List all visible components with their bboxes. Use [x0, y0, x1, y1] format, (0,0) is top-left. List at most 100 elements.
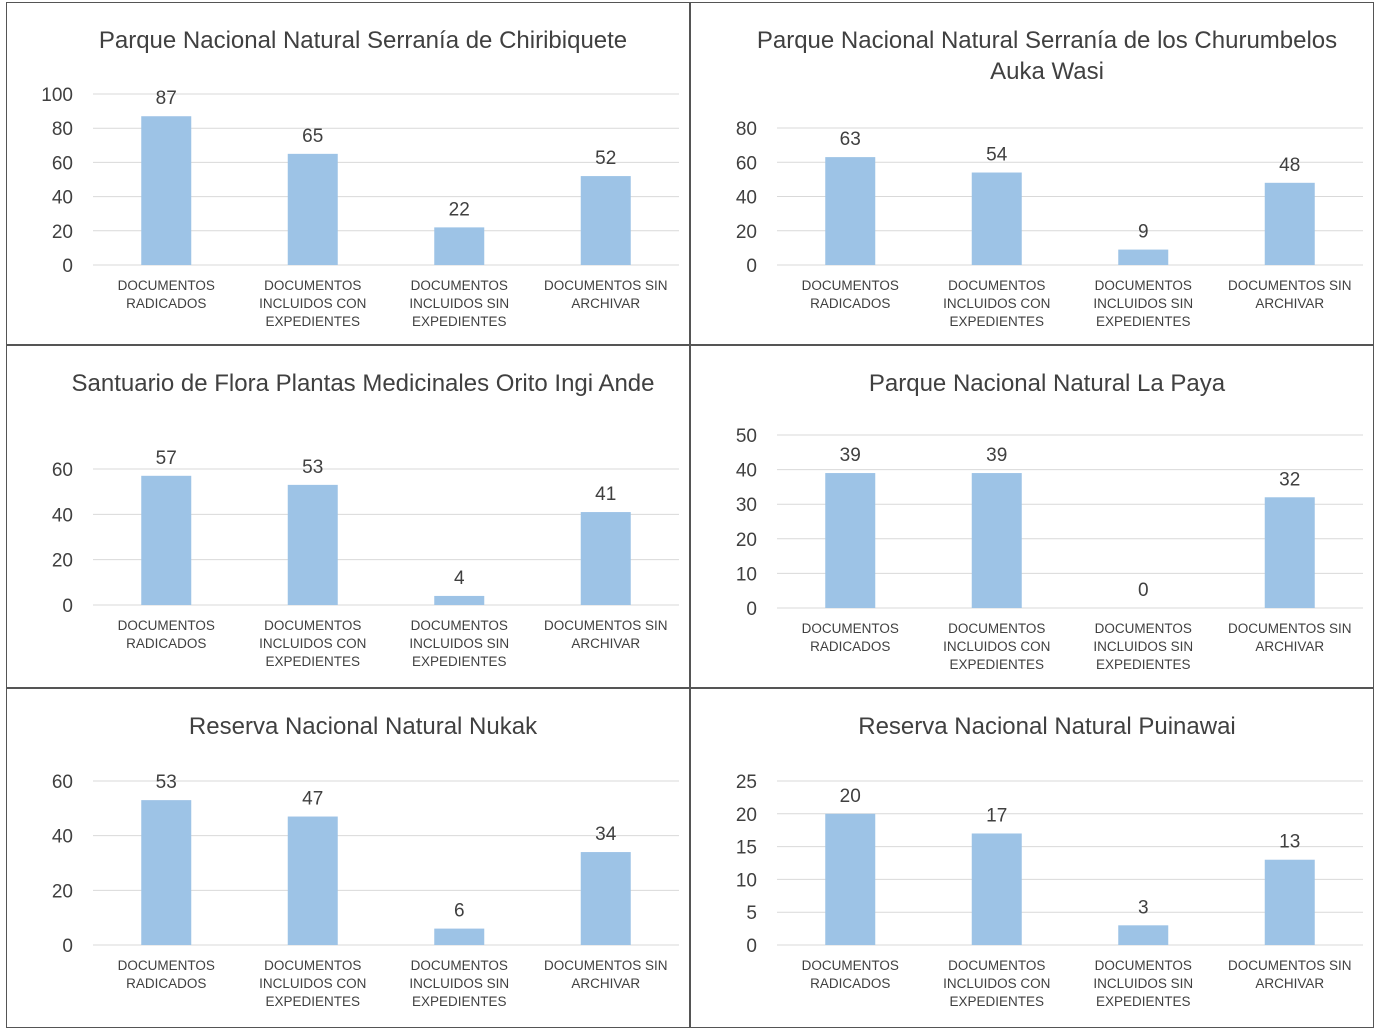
- x-tick-label: DOCUMENTOS RADICADOS: [801, 278, 899, 311]
- x-tick-label: DOCUMENTOS SIN ARCHIVAR: [543, 278, 668, 311]
- chart-panel: Reserva Nacional Natural Puinawai 0 5 10 15 2…: [690, 688, 1374, 1028]
- y-tick-label: 25: [736, 772, 757, 793]
- value-label: 53: [302, 457, 323, 478]
- value-label: 87: [156, 88, 177, 109]
- y-tick-label: 20: [736, 222, 757, 243]
- chart: 0 20 40 60 53 47 6 34: [52, 772, 679, 957]
- y-tick-label: 0: [746, 599, 757, 620]
- bar: [580, 512, 631, 605]
- x-tick-label: DOCUMENTOS SIN ARCHIVAR: [1227, 278, 1352, 311]
- x-tick-label: DOCUMENTOS SIN ARCHIVAR: [543, 618, 668, 651]
- x-tick-label: DOCUMENTOS SIN ARCHIVAR: [1227, 621, 1352, 654]
- y-tick-label: 0: [746, 256, 757, 277]
- y-tick-label: 10: [736, 564, 757, 585]
- x-tick-label: DOCUMENTOS INCLUIDOS SIN EXPEDIENTES: [1093, 278, 1194, 329]
- y-tick-label: 20: [736, 805, 757, 826]
- y-tick-label: 60: [52, 772, 73, 793]
- chart-panel: Parque Nacional Natural Serranía de los …: [690, 2, 1374, 345]
- bar: [1264, 859, 1315, 945]
- y-tick-label: 20: [52, 551, 73, 572]
- value-label: 6: [454, 901, 465, 922]
- value-label: 13: [1279, 832, 1300, 853]
- value-label: 32: [1279, 469, 1300, 490]
- chart-panel: Santuario de Flora Plantas Medicinales O…: [6, 345, 690, 688]
- chart-title: Santuario de Flora Plantas Medicinales O…: [71, 370, 655, 397]
- y-tick-label: 15: [736, 838, 757, 859]
- y-tick-label: 40: [52, 827, 73, 848]
- bar: [580, 852, 631, 945]
- chart-title: Parque Nacional Natural Serranía de los …: [756, 27, 1338, 85]
- value-label: 17: [986, 805, 1007, 826]
- value-label: 47: [302, 789, 323, 810]
- bar: [1264, 182, 1315, 265]
- bar: [141, 116, 192, 265]
- value-label: 53: [156, 772, 177, 793]
- bar: [971, 172, 1022, 265]
- value-label: 4: [454, 568, 465, 589]
- value-label: 22: [449, 199, 470, 220]
- chart: 0 5 10 15 20 25 20 17 3 13: [736, 772, 1363, 957]
- bar: [1264, 497, 1315, 608]
- y-tick-label: 40: [736, 461, 757, 482]
- x-tick-label: DOCUMENTOS INCLUIDOS CON EXPEDIENTES: [259, 278, 367, 329]
- bar: [434, 595, 485, 605]
- chart-title: Reserva Nacional Natural Nukak: [188, 713, 538, 740]
- x-tick-label: DOCUMENTOS RADICADOS: [117, 278, 215, 311]
- x-tick-label: DOCUMENTOS RADICADOS: [801, 958, 899, 991]
- value-label: 9: [1138, 222, 1149, 243]
- y-tick-label: 50: [736, 426, 757, 447]
- value-label: 52: [595, 148, 616, 169]
- bar: [287, 153, 338, 265]
- y-tick-label: 0: [62, 256, 73, 277]
- value-label: 3: [1138, 897, 1149, 918]
- chart-panel: Parque Nacional Natural La Paya 0 10 20 30 40…: [690, 345, 1374, 688]
- bar: [825, 157, 876, 265]
- y-tick-label: 20: [736, 530, 757, 551]
- y-tick-label: 100: [41, 85, 73, 106]
- value-label: 54: [986, 145, 1008, 166]
- x-tick-label: DOCUMENTOS RADICADOS: [117, 618, 215, 651]
- value-label: 39: [986, 445, 1007, 466]
- x-tick-label: DOCUMENTOS INCLUIDOS CON EXPEDIENTES: [943, 621, 1051, 672]
- bar: [141, 800, 192, 945]
- bar: [1118, 249, 1169, 265]
- bar: [287, 484, 338, 605]
- value-label: 0: [1138, 580, 1149, 601]
- bar: [971, 833, 1022, 945]
- value-label: 57: [156, 448, 177, 469]
- y-tick-label: 20: [52, 881, 73, 902]
- y-tick-label: 60: [52, 460, 73, 481]
- y-tick-label: 30: [736, 495, 757, 516]
- x-tick-label: DOCUMENTOS SIN ARCHIVAR: [543, 958, 668, 991]
- chart: 0 20 40 60 57 53 4 41: [52, 448, 679, 617]
- value-label: 48: [1279, 155, 1300, 176]
- bar: [434, 227, 485, 265]
- chart: 0 10 20 30 40 50 39 39 0 32: [736, 426, 1363, 620]
- x-tick-label: DOCUMENTOS INCLUIDOS SIN EXPEDIENTES: [409, 958, 510, 1009]
- y-tick-label: 0: [746, 936, 757, 957]
- value-label: 41: [595, 484, 616, 505]
- y-tick-label: 40: [736, 188, 757, 209]
- y-tick-label: 10: [736, 870, 757, 891]
- x-tick-label: DOCUMENTOS INCLUIDOS CON EXPEDIENTES: [259, 618, 367, 669]
- value-label: 65: [302, 126, 323, 147]
- y-tick-label: 0: [62, 596, 73, 617]
- bar: [141, 475, 192, 605]
- value-label: 34: [595, 824, 617, 845]
- x-tick-label: DOCUMENTOS SIN ARCHIVAR: [1227, 958, 1352, 991]
- y-tick-label: 80: [52, 119, 73, 140]
- x-tick-label: DOCUMENTOS INCLUIDOS SIN EXPEDIENTES: [1093, 621, 1194, 672]
- chart: 0 20 40 60 80 63 54 9 48: [736, 119, 1363, 277]
- x-tick-label: DOCUMENTOS INCLUIDOS CON EXPEDIENTES: [943, 278, 1051, 329]
- bar: [287, 816, 338, 945]
- x-tick-label: DOCUMENTOS RADICADOS: [117, 958, 215, 991]
- chart: 0 20 40 60 80 100 87 65 22 52: [41, 85, 679, 277]
- bar: [580, 176, 631, 265]
- chart-title: Parque Nacional Natural La Paya: [868, 370, 1226, 397]
- y-tick-label: 60: [736, 153, 757, 174]
- x-tick-label: DOCUMENTOS INCLUIDOS SIN EXPEDIENTES: [1093, 958, 1194, 1009]
- bar: [825, 813, 876, 945]
- y-tick-label: 20: [52, 222, 73, 243]
- chart-panel: Reserva Nacional Natural Nukak 0 20 40 60 53 4…: [6, 688, 690, 1028]
